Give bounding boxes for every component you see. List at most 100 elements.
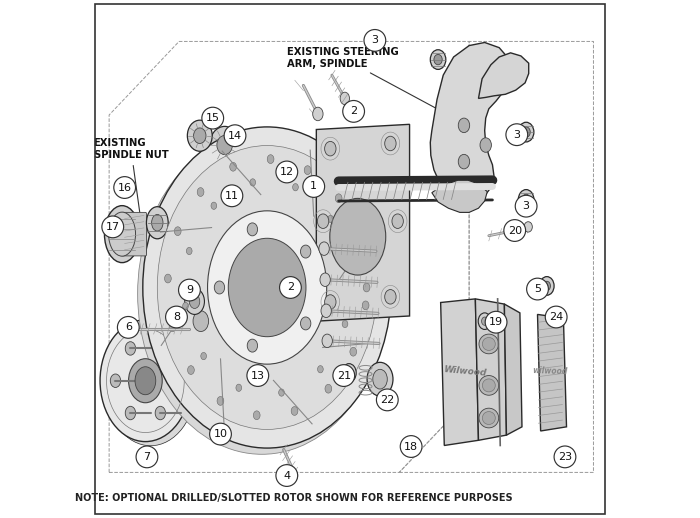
Ellipse shape — [346, 265, 351, 272]
Ellipse shape — [543, 281, 550, 291]
Ellipse shape — [317, 214, 329, 228]
Ellipse shape — [138, 133, 386, 454]
Circle shape — [554, 446, 576, 468]
Ellipse shape — [146, 207, 168, 239]
Ellipse shape — [214, 281, 225, 294]
Circle shape — [485, 311, 507, 333]
Ellipse shape — [143, 127, 391, 448]
Ellipse shape — [482, 412, 496, 425]
Circle shape — [343, 100, 365, 122]
Ellipse shape — [108, 212, 136, 256]
Ellipse shape — [330, 198, 386, 275]
Text: EXISTING
SPINDLE NUT: EXISTING SPINDLE NUT — [94, 138, 168, 224]
Ellipse shape — [135, 367, 156, 395]
Ellipse shape — [174, 227, 181, 236]
Ellipse shape — [319, 242, 329, 255]
Ellipse shape — [385, 290, 396, 304]
Ellipse shape — [193, 311, 209, 332]
Text: Wilwood: Wilwood — [443, 365, 487, 378]
Ellipse shape — [480, 138, 491, 152]
Ellipse shape — [540, 277, 554, 295]
Circle shape — [303, 176, 325, 197]
Polygon shape — [432, 180, 487, 212]
Ellipse shape — [458, 154, 470, 169]
Ellipse shape — [125, 342, 136, 355]
Ellipse shape — [152, 214, 163, 231]
Ellipse shape — [367, 363, 393, 396]
Polygon shape — [430, 42, 510, 205]
Text: 3: 3 — [523, 201, 530, 211]
Ellipse shape — [105, 324, 196, 445]
Ellipse shape — [522, 194, 531, 205]
FancyBboxPatch shape — [121, 212, 146, 256]
Circle shape — [166, 306, 188, 328]
Text: 3: 3 — [513, 130, 520, 140]
Text: 12: 12 — [280, 167, 294, 177]
Ellipse shape — [125, 406, 136, 420]
Ellipse shape — [340, 92, 349, 105]
Circle shape — [102, 216, 124, 238]
Circle shape — [377, 389, 398, 411]
Circle shape — [333, 365, 355, 386]
Ellipse shape — [207, 211, 327, 364]
Ellipse shape — [247, 339, 258, 352]
Text: 17: 17 — [106, 222, 120, 232]
Text: 24: 24 — [549, 312, 564, 322]
Ellipse shape — [345, 368, 353, 378]
Text: 7: 7 — [144, 452, 150, 462]
Ellipse shape — [217, 396, 224, 405]
Ellipse shape — [430, 50, 446, 69]
Ellipse shape — [194, 128, 206, 143]
Text: 21: 21 — [337, 370, 351, 381]
Ellipse shape — [479, 408, 498, 428]
Ellipse shape — [325, 384, 332, 393]
Ellipse shape — [342, 364, 356, 382]
Circle shape — [221, 185, 243, 207]
Circle shape — [276, 465, 298, 486]
Ellipse shape — [293, 183, 298, 191]
Ellipse shape — [385, 136, 396, 151]
Ellipse shape — [291, 407, 298, 415]
Ellipse shape — [321, 304, 331, 318]
Ellipse shape — [183, 303, 188, 310]
Polygon shape — [479, 53, 528, 98]
Circle shape — [118, 316, 139, 338]
Polygon shape — [538, 314, 566, 431]
Ellipse shape — [186, 248, 192, 255]
Polygon shape — [316, 124, 410, 321]
Text: 6: 6 — [125, 322, 132, 333]
Ellipse shape — [335, 194, 342, 203]
Ellipse shape — [304, 166, 311, 175]
Ellipse shape — [181, 315, 237, 392]
Ellipse shape — [169, 323, 176, 332]
Text: 15: 15 — [206, 113, 220, 123]
Ellipse shape — [201, 352, 206, 359]
Circle shape — [136, 446, 158, 468]
Ellipse shape — [482, 317, 488, 325]
Text: wilwood: wilwood — [532, 366, 568, 377]
Ellipse shape — [253, 411, 260, 420]
Circle shape — [504, 220, 526, 241]
Ellipse shape — [362, 301, 369, 310]
Ellipse shape — [524, 222, 532, 232]
Ellipse shape — [217, 136, 232, 155]
Ellipse shape — [322, 334, 332, 348]
Ellipse shape — [228, 238, 306, 337]
Ellipse shape — [479, 376, 498, 395]
Ellipse shape — [325, 295, 336, 309]
Text: 4: 4 — [284, 470, 290, 481]
Circle shape — [515, 195, 537, 217]
Text: 22: 22 — [380, 395, 394, 405]
Ellipse shape — [373, 369, 387, 389]
Ellipse shape — [185, 289, 204, 314]
Ellipse shape — [230, 162, 237, 171]
Ellipse shape — [250, 179, 255, 186]
Circle shape — [526, 278, 548, 300]
Ellipse shape — [392, 214, 403, 228]
Circle shape — [364, 30, 386, 51]
Ellipse shape — [479, 334, 498, 354]
Ellipse shape — [300, 245, 311, 258]
Text: EXISTING STEERING
ARM, SPINDLE: EXISTING STEERING ARM, SPINDLE — [287, 47, 461, 122]
Circle shape — [202, 107, 223, 129]
Circle shape — [545, 306, 567, 328]
